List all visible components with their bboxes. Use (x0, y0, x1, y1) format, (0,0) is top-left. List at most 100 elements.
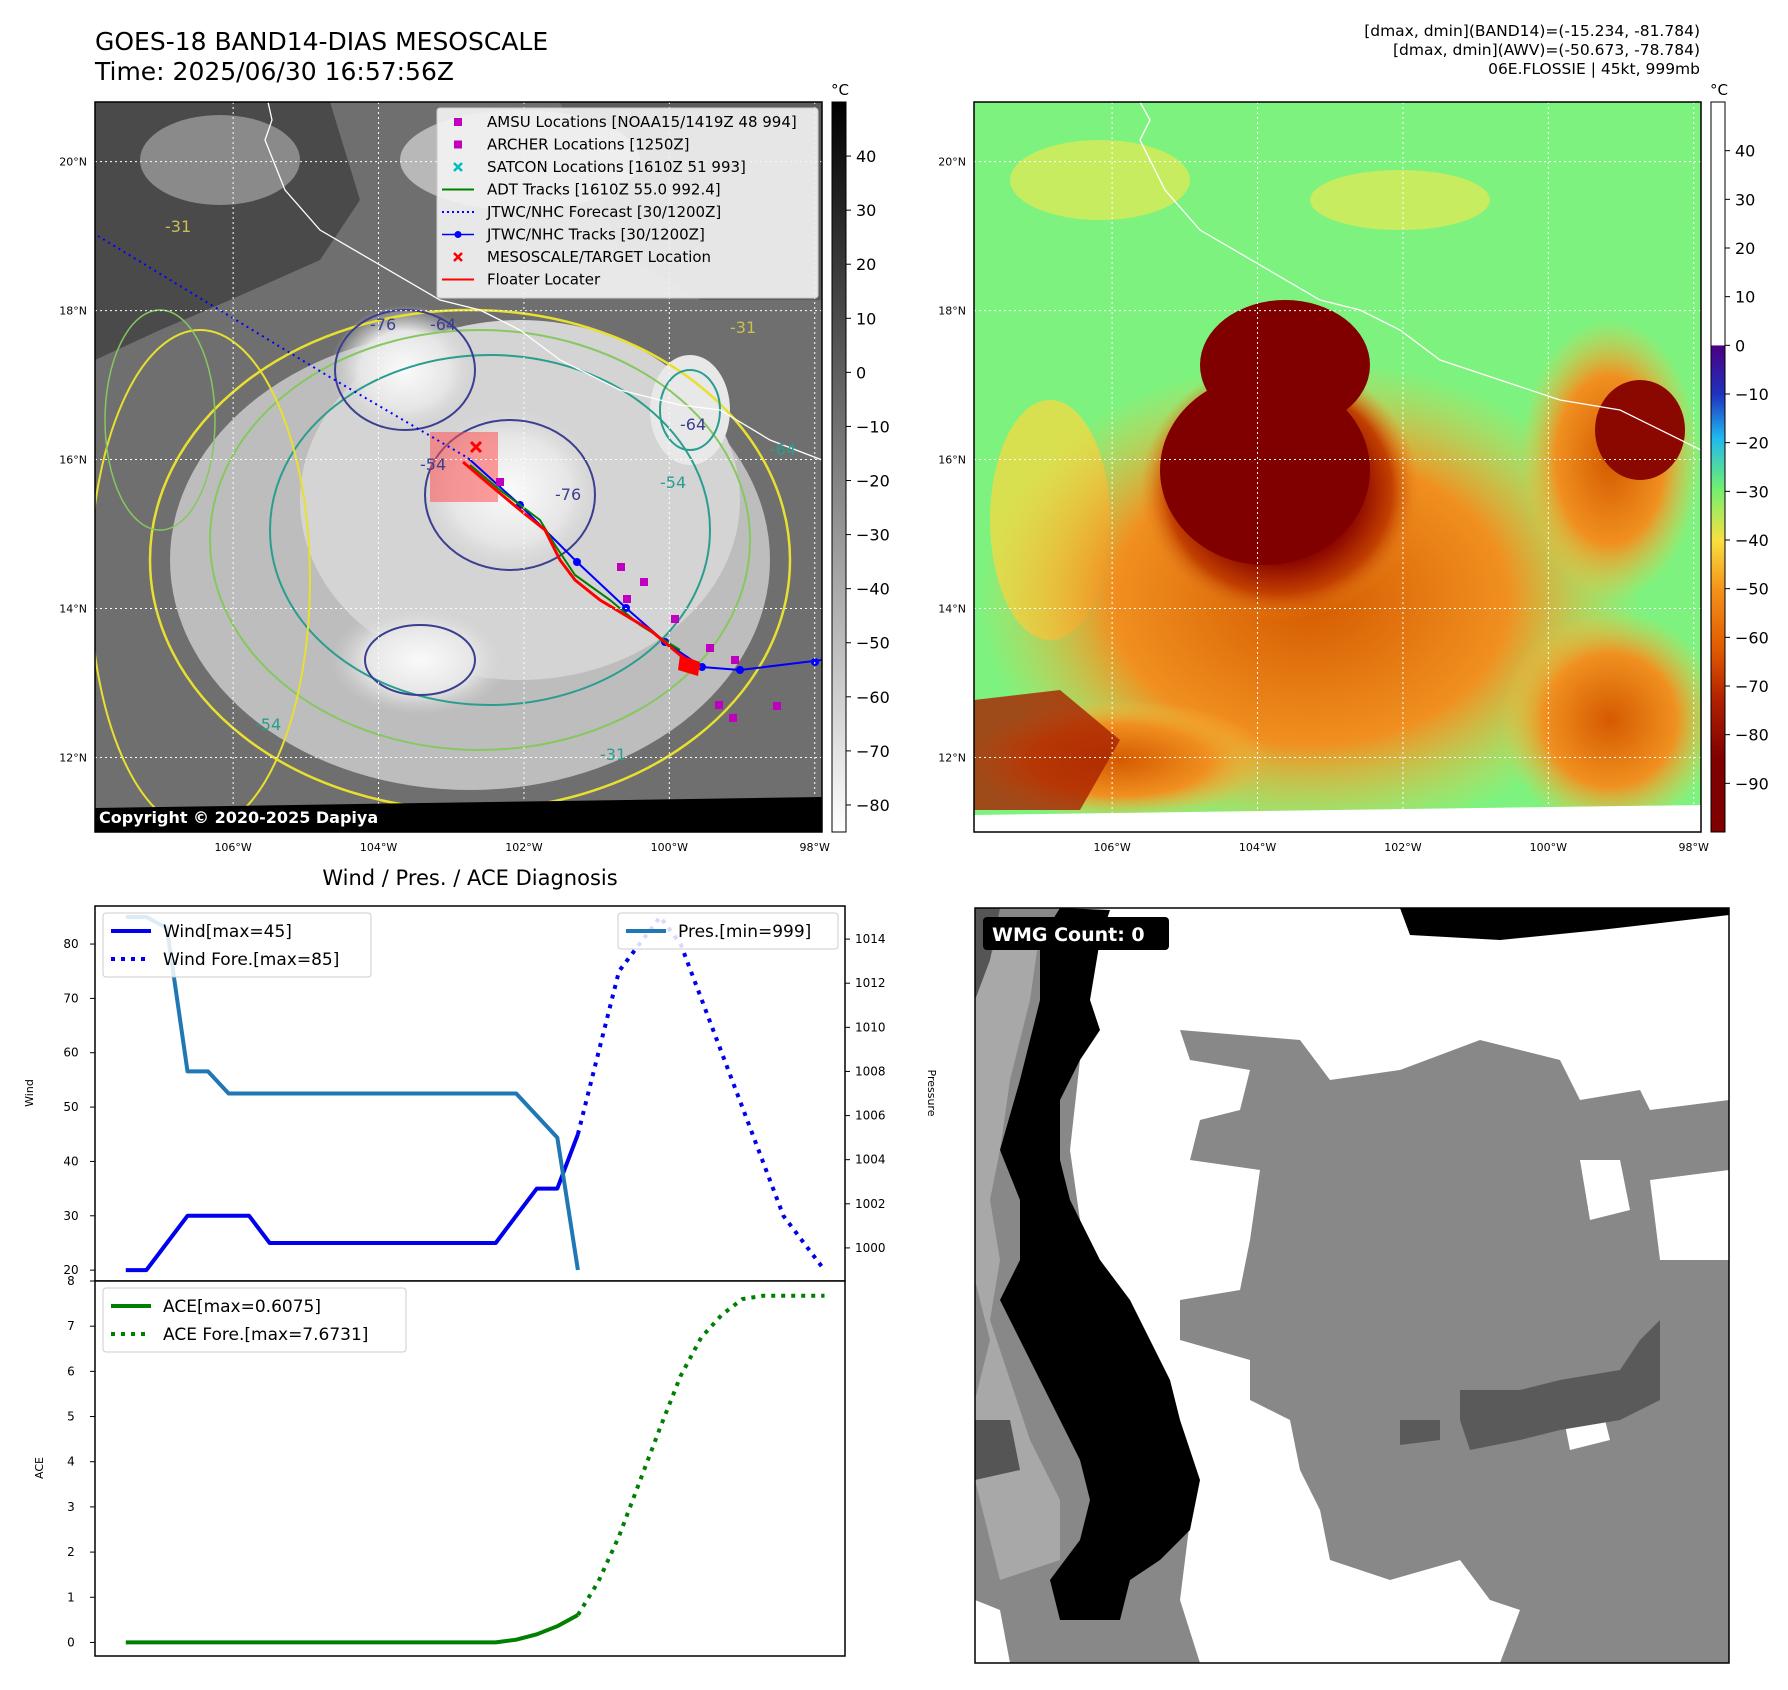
y-tick-label: 0 (67, 1635, 75, 1649)
ir-contour-label: -31 (730, 318, 756, 337)
ir-cbar-tick-label: 0 (856, 363, 866, 382)
y2-tick-label: 1012 (855, 976, 886, 990)
awv-cbar-tick-label: −10 (1735, 385, 1769, 404)
awv-cbar-tick-label: −60 (1735, 628, 1769, 647)
awv-gridlines (974, 102, 1701, 832)
wmg-frame (974, 907, 1730, 1664)
ir-legend-item: AMSU Locations [NOAA15/1419Z 48 994] (454, 113, 797, 131)
diagnosis-title: Wind / Pres. / ACE Diagnosis (322, 866, 617, 890)
wmg-black-top (1400, 908, 1729, 940)
y-tick-label: 5 (67, 1410, 75, 1424)
y-tick-label: 3 (67, 1500, 75, 1514)
page-title: GOES-18 BAND14-DIAS MESOSCALE Time: 2025… (95, 27, 548, 87)
ir-contour-label: -64 (770, 440, 796, 459)
ir-lon-label: 104°W (360, 841, 397, 854)
title-line-2: Time: 2025/06/30 16:57:56Z (95, 57, 454, 86)
ir-lat-label: 14°N (59, 603, 87, 616)
awv-map-frame (973, 101, 1702, 833)
y-tick-label: 1 (67, 1590, 75, 1604)
awv-colorbar-unit: °C (1710, 81, 1728, 99)
ir-legend-label: AMSU Locations [NOAA15/1419Z 48 994] (487, 113, 797, 131)
ir-legend-label: MESOSCALE/TARGET Location (487, 248, 711, 266)
y-tick-label: 6 (67, 1364, 75, 1378)
awv-cbar-tick-label: −50 (1735, 580, 1769, 599)
chart-legend: Pres.[min=999] (617, 912, 839, 950)
ir-cbar-tick-label: −50 (856, 634, 890, 653)
awv-cbar-tick-label: 40 (1735, 142, 1755, 161)
ir-contour-label: -76 (370, 315, 396, 334)
legend-square-icon (454, 118, 462, 126)
ir-lon-label: 98°W (800, 841, 830, 854)
ir-contour-64 (269, 354, 711, 706)
series-line (125, 915, 580, 1271)
ir-contour-54 (209, 329, 751, 751)
copyright-text: Copyright © 2020-2025 Dapiya (99, 808, 378, 827)
awv-coastline (1139, 102, 1701, 451)
legend-x-icon (453, 162, 463, 172)
target-location-marker (469, 440, 483, 454)
awv-cbar-tick-label: 20 (1735, 239, 1755, 258)
wmg-dark-gray-west (975, 1420, 1020, 1480)
ir-contour-label: -31 (600, 745, 626, 764)
ir-legend-item: Floater Locater (442, 271, 601, 289)
wmg-light-gray-west (975, 930, 1060, 1580)
ir-contour-label: -64 (430, 315, 456, 334)
awv-axis-labels: 20°N 18°N 16°N 14°N 12°N 106°W 104°W 102°W 100°W… (938, 156, 1709, 854)
chart-legend: ACE[max=0.6075] ACE Fore.[max=7.6731] (102, 1287, 407, 1353)
ir-cbar-tick-label: −30 (856, 526, 890, 545)
wind-pressure-chart: Wind Pressure 20 30 40 50 60 70 80 1000 1002 1004… (23, 905, 938, 1282)
y2-tick-label: 1002 (855, 1197, 886, 1211)
ace-ylabel: ACE (33, 1457, 46, 1479)
awv-lon-label: 100°W (1530, 841, 1567, 854)
ir-contour-label: -54 (255, 715, 281, 734)
awv-dark-north (1200, 300, 1370, 430)
awv-patch-2 (1310, 170, 1490, 230)
ir-contour-labels: -31 -76 -64 -54 -76 -54 -64 -31 -64 -54 -31 (165, 217, 796, 764)
legend-label: ACE[max=0.6075] (163, 1297, 321, 1317)
wmg-count-label: WMG Count: 0 (992, 924, 1145, 946)
ir-axis-labels: 20°N 18°N 16°N 14°N 12°N 106°W 104°W 102°W 100°W… (59, 156, 830, 854)
ir-cbar-tick-label: −20 (856, 472, 890, 491)
amsu-archer-markers (496, 478, 781, 722)
awv-lon-label: 98°W (1679, 841, 1709, 854)
ir-convective-blob-north (330, 305, 480, 435)
ir-contour-54-west (104, 309, 216, 531)
legend-label: ACE Fore.[max=7.6731] (163, 1325, 368, 1345)
ir-legend-item: MESOSCALE/TARGET Location (453, 248, 711, 266)
y2-tick-label: 1008 (855, 1064, 886, 1078)
awv-lat-label: 12°N (938, 752, 966, 765)
awv-moisture-se (1500, 610, 1701, 830)
awv-lat-label: 16°N (938, 454, 966, 467)
ir-cbar-tick-label: 20 (856, 255, 876, 274)
ir-colorbar: °C 40 30 20 10 0 −10 −20 −30 −40 −50 −60 −70 −80 (831, 81, 890, 833)
awv-cbar-tick-label: −80 (1735, 726, 1769, 745)
ir-cloud-patch (140, 115, 300, 205)
legend-label: Wind Fore.[max=85] (163, 950, 339, 970)
awv-cbar-tick-label: −90 (1735, 774, 1769, 793)
legend-x-icon (453, 252, 463, 262)
ir-cbar-tick-label: 30 (856, 201, 876, 220)
ir-coastline (264, 102, 822, 461)
floater-track (462, 460, 701, 670)
y-tick-label: 60 (63, 1046, 78, 1060)
ir-legend-item: JTWC/NHC Tracks [30/1200Z] (442, 226, 705, 244)
series-line (575, 914, 827, 1272)
series-line (576, 1293, 825, 1617)
y-tick-label: 30 (63, 1209, 78, 1223)
ir-lon-label: 106°W (214, 841, 251, 854)
ir-cbar-tick-label: −70 (856, 742, 890, 761)
series-line (125, 1133, 580, 1273)
wind-ylabel: Wind (23, 1079, 36, 1107)
ir-cbar-tick-label: −40 (856, 580, 890, 599)
ir-contour-label: -54 (420, 455, 446, 474)
y-tick-label: 4 (67, 1455, 75, 1469)
awv-cbar-tick-label: −70 (1735, 677, 1769, 696)
y-tick-label: 50 (63, 1100, 78, 1114)
awv-lat-label: 14°N (938, 603, 966, 616)
ir-convective-blob-east (650, 355, 730, 465)
ir-lon-label: 102°W (505, 841, 542, 854)
awv-colorbar: °C 40 30 20 10 0 −10 −20 −30 −40 −50 −60 −70 −80 −90 (1710, 81, 1769, 833)
awv-cbar-tick-label: 10 (1735, 288, 1755, 307)
y-tick-label: 20 (63, 1263, 78, 1277)
awv-map-panel (974, 102, 1701, 832)
